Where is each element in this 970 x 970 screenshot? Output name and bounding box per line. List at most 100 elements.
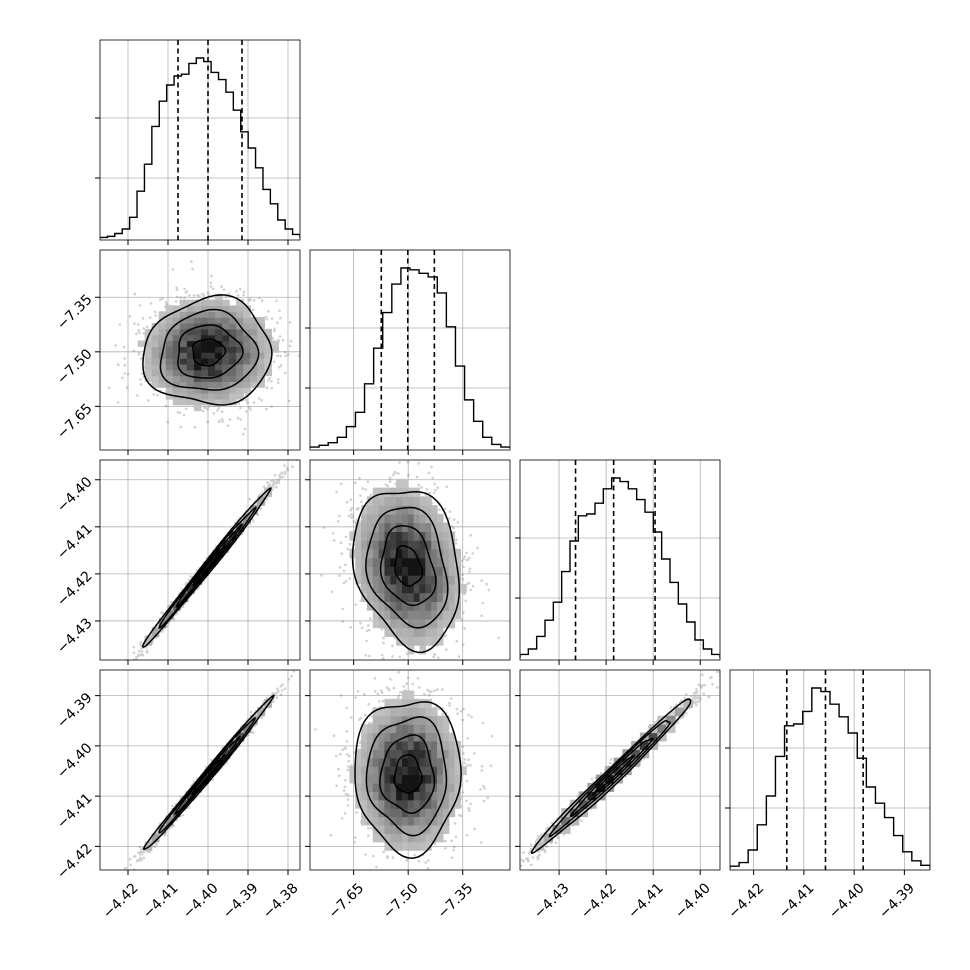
density-cell xyxy=(425,824,432,834)
contour-line-1 xyxy=(379,734,436,814)
density-cell xyxy=(413,557,421,567)
density-cell xyxy=(396,707,403,717)
density-cell xyxy=(401,841,409,851)
density-cell xyxy=(396,540,403,550)
density-cell xyxy=(401,627,409,637)
density-cell xyxy=(257,328,265,336)
density-cell xyxy=(172,352,181,359)
density-cell xyxy=(407,740,415,750)
density-cell xyxy=(186,358,195,365)
density-cell xyxy=(355,540,362,550)
density-cell xyxy=(229,317,237,324)
density-cell xyxy=(448,601,456,611)
density-cell xyxy=(401,799,409,809)
histogram-step-2 xyxy=(520,477,720,658)
density-cell xyxy=(151,340,160,347)
density-cell xyxy=(222,299,230,307)
density-cell xyxy=(419,610,426,620)
density-cell xyxy=(200,393,209,400)
density-cell xyxy=(186,791,195,801)
density-cell xyxy=(193,404,202,412)
density-cell xyxy=(401,592,409,602)
density-cell xyxy=(193,381,202,388)
density-cell xyxy=(407,732,415,742)
density-cell xyxy=(390,816,397,826)
density-cell xyxy=(425,808,432,818)
histogram-step-3 xyxy=(730,687,930,868)
density-cell xyxy=(425,766,432,776)
density-cell xyxy=(243,328,251,336)
contour-line-0 xyxy=(394,545,424,587)
density-cell xyxy=(257,322,265,330)
density-cell xyxy=(419,841,426,851)
density-cell xyxy=(208,766,216,776)
density-cell xyxy=(419,505,426,515)
density-cell xyxy=(355,791,362,801)
density-cell xyxy=(561,808,571,818)
x-tick-label: −4.39 xyxy=(220,880,262,922)
density-cell xyxy=(431,513,438,524)
density-cell xyxy=(236,387,244,394)
density-cell xyxy=(419,782,426,792)
density-cell xyxy=(657,715,667,725)
density-cell xyxy=(378,566,386,576)
density-cell xyxy=(361,774,368,784)
density-cell xyxy=(208,322,216,330)
density-cell xyxy=(366,799,374,809)
density-cell xyxy=(419,513,426,524)
density-cell xyxy=(384,505,391,515)
density-cell xyxy=(366,531,374,541)
density-cell xyxy=(384,618,391,629)
density-cell xyxy=(222,393,230,400)
density-cell xyxy=(431,531,438,541)
density-cell xyxy=(384,707,391,717)
density-cell xyxy=(158,311,167,318)
contour-line-3 xyxy=(142,694,275,851)
density-cell xyxy=(372,816,380,826)
density-cell xyxy=(172,375,181,382)
density-cell xyxy=(172,358,181,365)
density-cell xyxy=(366,766,374,776)
density-cell xyxy=(361,816,368,826)
density-cell xyxy=(361,583,368,594)
density-cell xyxy=(172,398,181,406)
density-cell xyxy=(442,566,450,576)
density-cell xyxy=(425,575,432,585)
density-cell xyxy=(407,833,415,843)
density-cell xyxy=(407,610,415,620)
density-cell xyxy=(151,328,160,336)
density-cell xyxy=(264,328,272,336)
density-cell xyxy=(407,557,415,567)
density-cell xyxy=(413,707,421,717)
density-cell xyxy=(448,575,456,585)
density-cell xyxy=(250,334,258,342)
panel-frame xyxy=(519,459,721,661)
density-cell xyxy=(390,575,397,585)
density-cell xyxy=(271,346,279,353)
density-cell xyxy=(361,732,368,742)
density-cell xyxy=(361,531,368,541)
density-cell xyxy=(407,618,415,629)
density-cell xyxy=(460,583,467,594)
density-cell xyxy=(431,824,438,834)
density-cell xyxy=(639,740,650,750)
density-cell xyxy=(401,782,409,792)
density-cell xyxy=(396,566,403,576)
density-cell xyxy=(569,799,580,809)
density-cell xyxy=(372,548,380,559)
density-cell xyxy=(186,363,195,371)
density-cell xyxy=(229,322,237,330)
density-cell xyxy=(264,369,272,377)
density-cell xyxy=(390,841,397,851)
density-cell xyxy=(236,363,244,371)
density-cell xyxy=(419,732,426,742)
density-cell xyxy=(144,369,153,377)
density-cell xyxy=(243,305,251,312)
density-cell xyxy=(407,749,415,759)
density-cell xyxy=(419,540,426,550)
density-cell xyxy=(372,610,380,620)
panel-frame xyxy=(309,249,511,451)
density-cell xyxy=(151,375,160,382)
density-cell xyxy=(425,513,432,524)
